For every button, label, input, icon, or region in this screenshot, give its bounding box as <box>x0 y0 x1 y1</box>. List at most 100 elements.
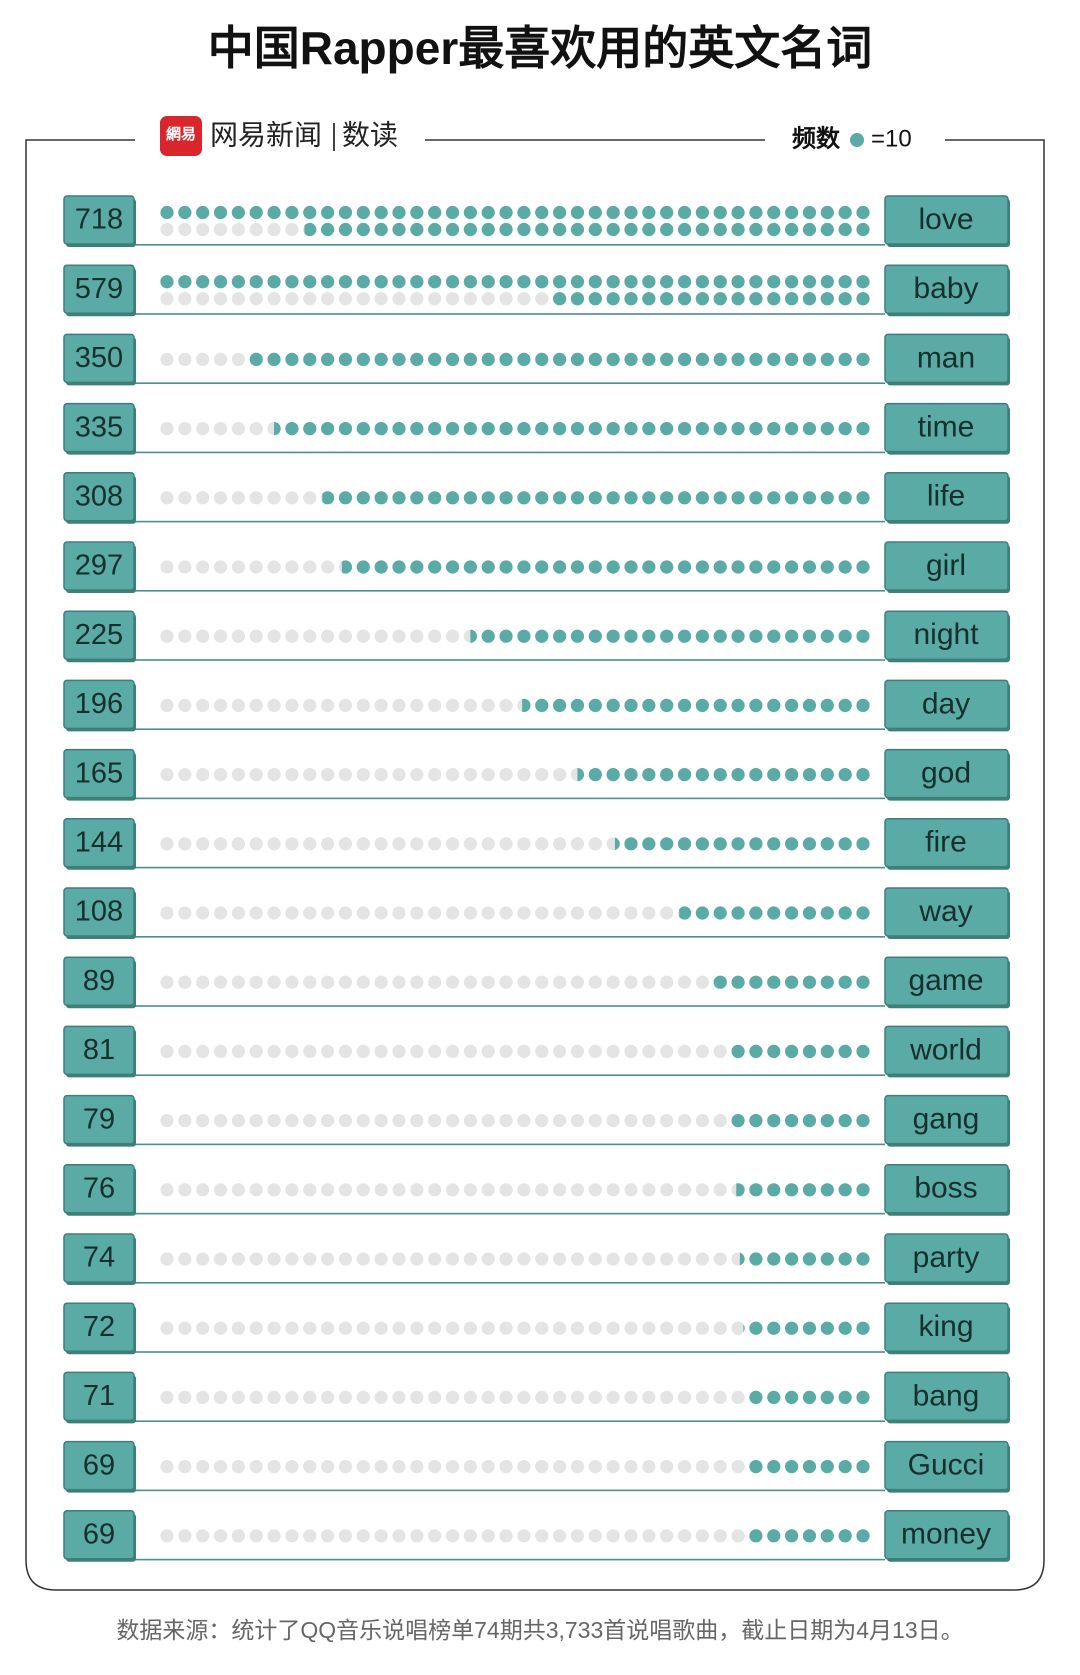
value-label: 108 <box>75 896 123 928</box>
value-label: 308 <box>75 480 123 512</box>
label-box <box>884 1371 1009 1422</box>
value-label: 72 <box>83 1311 115 1343</box>
category-label: love <box>918 203 973 236</box>
value-label: 69 <box>83 1449 115 1481</box>
category-label: life <box>927 480 965 513</box>
chart-title: 中国Rapper最喜欢用的英文名词 <box>208 22 872 74</box>
dots <box>577 768 870 782</box>
empty-dots <box>160 1113 870 1128</box>
legend-label: 频数 <box>792 125 841 152</box>
value-label: 718 <box>75 204 123 236</box>
dots <box>713 975 870 989</box>
category-label: bang <box>913 1379 980 1412</box>
label-box <box>884 333 1009 384</box>
label-box <box>63 1164 135 1214</box>
category-label: way <box>918 895 972 928</box>
dots <box>160 205 870 237</box>
empty-dots <box>160 1044 870 1059</box>
label-box <box>63 1302 135 1352</box>
row-rule <box>134 936 885 938</box>
value-label: 335 <box>75 411 123 443</box>
category-label: party <box>913 1241 980 1274</box>
value-label: 350 <box>75 342 123 374</box>
value-label: 76 <box>83 1172 115 1204</box>
label-box <box>884 472 1009 522</box>
label-box <box>884 610 1009 660</box>
category-label: gang <box>913 1103 980 1136</box>
label-box <box>884 1164 1009 1214</box>
source-note: 数据来源：统计了QQ音乐说唱榜单74期共3,733首说唱歌曲，截止日期为4月13… <box>116 1617 963 1643</box>
dots <box>749 1390 870 1404</box>
category-label: fire <box>925 826 967 859</box>
brand-name: 网易新闻 <box>210 119 322 150</box>
label-box <box>884 818 1009 868</box>
dots <box>470 629 870 643</box>
category-label: boss <box>914 1172 977 1205</box>
value-label: 89 <box>83 965 115 997</box>
empty-dots <box>160 1459 870 1474</box>
brand-logo-text: 網易 <box>166 125 196 143</box>
category-label: time <box>918 411 975 444</box>
value-label: 74 <box>83 1242 115 1274</box>
label-box <box>884 1440 1009 1491</box>
row-rule <box>134 1558 885 1561</box>
row-rule <box>134 1420 885 1422</box>
empty-dots <box>160 698 870 713</box>
label-box <box>63 679 135 730</box>
empty-dots <box>160 275 870 306</box>
category-label: king <box>918 1310 973 1343</box>
empty-dots <box>160 1252 870 1266</box>
label-box <box>63 1094 135 1145</box>
row-rule <box>134 1212 885 1215</box>
dots <box>679 906 870 920</box>
category-label: Gucci <box>908 1449 985 1482</box>
value-label: 69 <box>83 1518 115 1550</box>
label-box <box>884 541 1009 591</box>
row-rule <box>134 244 885 246</box>
dots <box>249 352 870 367</box>
legend-unit: =10 <box>871 125 912 152</box>
label-box <box>884 402 1009 453</box>
row-rule <box>134 1282 885 1284</box>
row-rule <box>134 590 885 592</box>
dots <box>322 491 870 505</box>
empty-dots <box>160 205 870 237</box>
legend-dot <box>850 133 864 147</box>
dots <box>731 1114 870 1128</box>
frame <box>25 139 1045 1591</box>
dots <box>743 1321 870 1335</box>
label-box <box>63 748 135 799</box>
value-label: 297 <box>75 550 123 582</box>
label-box <box>884 1094 1009 1145</box>
row-rule <box>134 1351 885 1353</box>
category-label: man <box>917 341 975 374</box>
label-box <box>63 956 135 1006</box>
dots <box>749 1529 870 1543</box>
value-label: 579 <box>75 273 123 305</box>
row-rule <box>134 451 885 454</box>
empty-dots <box>160 629 870 643</box>
label-box <box>884 748 1009 799</box>
empty-dots <box>160 906 870 920</box>
label-box <box>884 264 1009 314</box>
label-box <box>884 679 1009 730</box>
empty-dots <box>160 975 870 989</box>
label-box <box>63 472 135 522</box>
row-rule <box>134 866 885 869</box>
row-rule <box>134 313 885 315</box>
label-box <box>884 195 1009 245</box>
dots <box>749 1460 870 1474</box>
row-rule <box>134 1074 885 1076</box>
label-box <box>884 1025 1009 1076</box>
row-rule <box>134 1489 885 1492</box>
row-rule <box>134 1143 885 1146</box>
category-label: world <box>909 1033 982 1066</box>
label-box <box>884 956 1009 1006</box>
empty-dots <box>160 421 870 436</box>
label-box <box>63 1440 135 1491</box>
category-label: god <box>921 757 971 790</box>
row-rule <box>134 1005 885 1007</box>
value-label: 165 <box>75 757 123 789</box>
category-label: baby <box>913 272 978 305</box>
category-label: girl <box>926 549 966 582</box>
